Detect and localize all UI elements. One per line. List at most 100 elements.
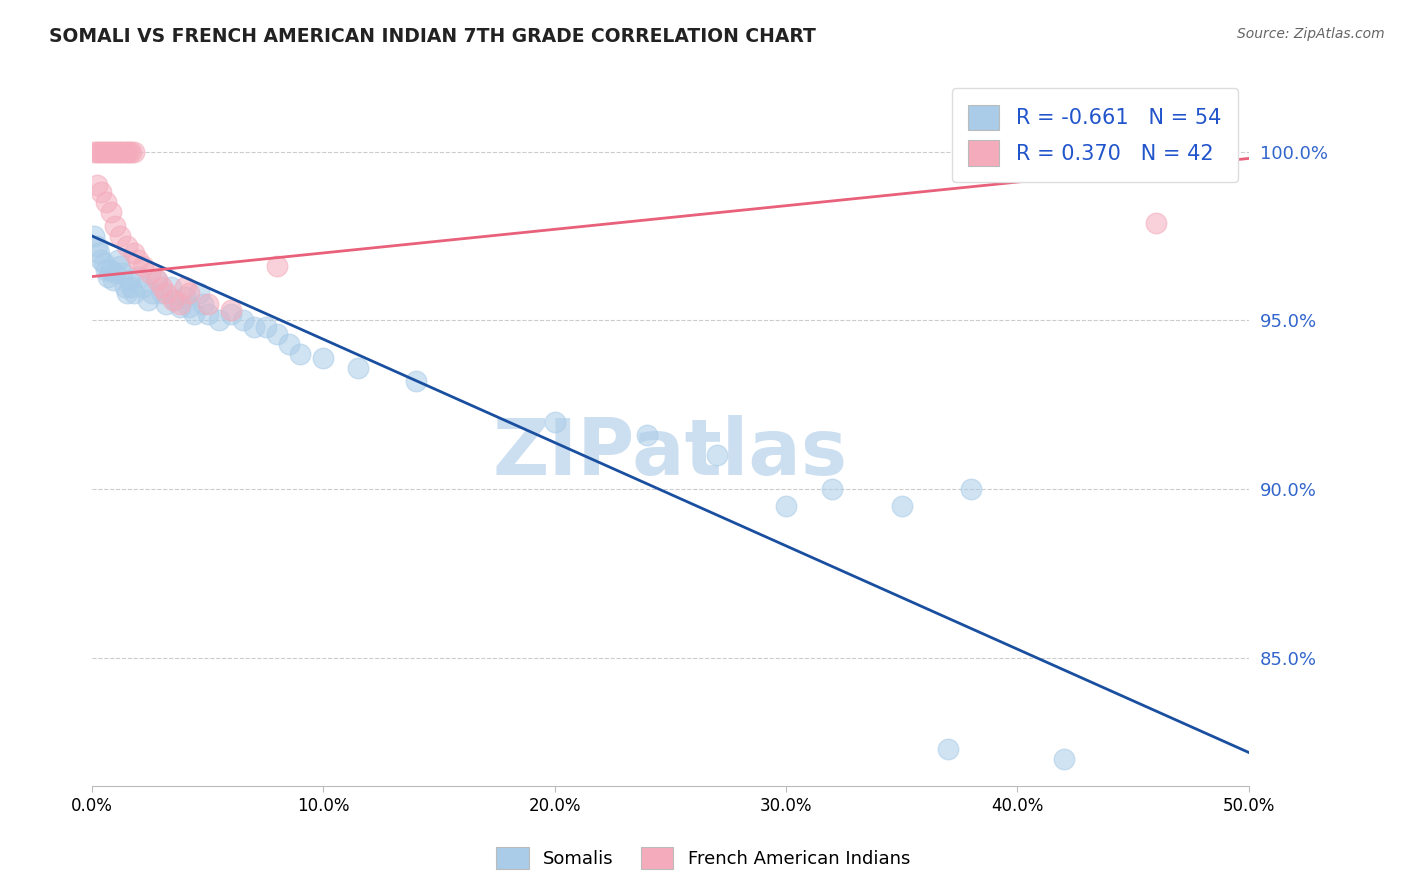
Point bbox=[104, 219, 127, 233]
Point bbox=[100, 145, 122, 159]
Point bbox=[706, 449, 728, 463]
Point bbox=[97, 145, 120, 159]
Point bbox=[127, 252, 149, 267]
Point bbox=[118, 273, 141, 287]
Point bbox=[165, 293, 187, 308]
Point bbox=[108, 145, 131, 159]
Point bbox=[104, 145, 127, 159]
Point bbox=[108, 260, 131, 274]
Point bbox=[115, 145, 138, 159]
Point bbox=[122, 246, 145, 260]
Point bbox=[94, 195, 117, 210]
Point bbox=[347, 360, 370, 375]
Legend: Somalis, French American Indians: Somalis, French American Indians bbox=[489, 839, 917, 876]
Point bbox=[100, 262, 122, 277]
Point bbox=[121, 279, 143, 293]
Point bbox=[83, 229, 105, 244]
Y-axis label: 7th Grade: 7th Grade bbox=[0, 393, 7, 470]
Point bbox=[544, 415, 567, 429]
Point bbox=[90, 252, 112, 267]
Point bbox=[108, 229, 131, 244]
Point bbox=[890, 499, 912, 513]
Point bbox=[266, 326, 288, 341]
Point bbox=[636, 428, 658, 442]
Point bbox=[104, 266, 127, 280]
Point bbox=[179, 300, 201, 314]
Point bbox=[277, 337, 299, 351]
Point bbox=[405, 374, 427, 388]
Point bbox=[107, 252, 129, 267]
Point bbox=[219, 303, 242, 318]
Point bbox=[290, 347, 312, 361]
Point bbox=[87, 145, 110, 159]
Point bbox=[169, 296, 191, 310]
Point bbox=[146, 273, 169, 287]
Point bbox=[254, 320, 277, 334]
Point bbox=[243, 320, 266, 334]
Point bbox=[86, 239, 108, 253]
Point bbox=[197, 307, 219, 321]
Point bbox=[93, 145, 115, 159]
Point bbox=[83, 145, 105, 159]
Point bbox=[231, 313, 253, 327]
Point bbox=[193, 296, 215, 310]
Point bbox=[159, 279, 181, 293]
Point bbox=[90, 185, 112, 199]
Point bbox=[87, 246, 110, 260]
Point bbox=[93, 256, 115, 270]
Legend: R = -0.661   N = 54, R = 0.370   N = 42: R = -0.661 N = 54, R = 0.370 N = 42 bbox=[952, 87, 1239, 183]
Point bbox=[775, 499, 797, 513]
Point bbox=[183, 307, 205, 321]
Point bbox=[960, 482, 983, 496]
Point bbox=[187, 286, 209, 301]
Point bbox=[127, 269, 149, 284]
Point bbox=[115, 239, 138, 253]
Point bbox=[136, 293, 159, 308]
Point bbox=[94, 262, 117, 277]
Point bbox=[960, 145, 983, 159]
Text: SOMALI VS FRENCH AMERICAN INDIAN 7TH GRADE CORRELATION CHART: SOMALI VS FRENCH AMERICAN INDIAN 7TH GRA… bbox=[49, 27, 815, 45]
Point bbox=[150, 286, 173, 301]
Point bbox=[266, 260, 288, 274]
Point bbox=[101, 145, 124, 159]
Point bbox=[101, 273, 124, 287]
Point bbox=[312, 351, 335, 365]
Point bbox=[1144, 216, 1167, 230]
Point bbox=[94, 145, 117, 159]
Point bbox=[139, 266, 162, 280]
Text: ZIPatlas: ZIPatlas bbox=[494, 415, 848, 491]
Point bbox=[169, 300, 191, 314]
Point bbox=[150, 279, 173, 293]
Point bbox=[1052, 752, 1074, 766]
Point bbox=[162, 293, 184, 308]
Point bbox=[132, 279, 155, 293]
Point bbox=[121, 145, 143, 159]
Point bbox=[90, 145, 112, 159]
Point bbox=[114, 279, 136, 293]
Point bbox=[100, 205, 122, 219]
Point bbox=[122, 145, 145, 159]
Point bbox=[179, 286, 201, 301]
Point bbox=[197, 296, 219, 310]
Point bbox=[208, 313, 231, 327]
Point bbox=[821, 482, 844, 496]
Point bbox=[146, 273, 169, 287]
Point bbox=[86, 145, 108, 159]
Point bbox=[132, 260, 155, 274]
Point bbox=[155, 296, 177, 310]
Point bbox=[107, 145, 129, 159]
Point bbox=[111, 145, 134, 159]
Point bbox=[173, 290, 195, 304]
Point bbox=[115, 286, 138, 301]
Point bbox=[141, 286, 163, 301]
Point bbox=[155, 286, 177, 301]
Point bbox=[86, 178, 108, 193]
Point bbox=[97, 269, 120, 284]
Point bbox=[173, 279, 195, 293]
Point bbox=[118, 145, 141, 159]
Point bbox=[111, 266, 134, 280]
Point bbox=[114, 145, 136, 159]
Point bbox=[219, 307, 242, 321]
Text: Source: ZipAtlas.com: Source: ZipAtlas.com bbox=[1237, 27, 1385, 41]
Point bbox=[122, 286, 145, 301]
